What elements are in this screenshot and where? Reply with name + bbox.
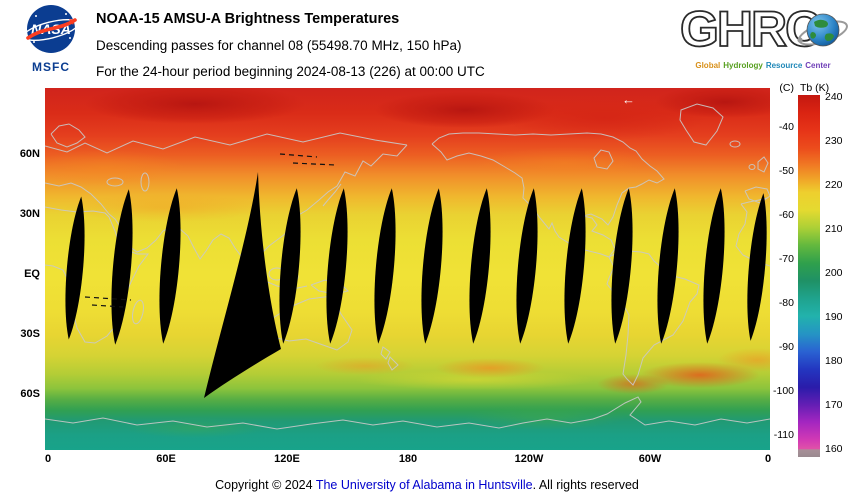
colorbar-k-tick: 190 xyxy=(825,311,843,323)
large-data-gap-wedge xyxy=(204,172,281,398)
colorbar-k-tick: 210 xyxy=(825,223,843,235)
colorbar-c-tick: -90 xyxy=(778,341,794,353)
colorbar xyxy=(798,95,820,457)
image-titles: NOAA-15 AMSU-A Brightness Temperatures D… xyxy=(96,8,485,86)
colorbar-c-tick: -40 xyxy=(778,121,794,133)
lat-tick-60n: 60N xyxy=(19,148,40,160)
colorbar-kelvin-unit: Tb (K) xyxy=(800,82,830,94)
tb-anomaly-patches xyxy=(45,88,770,438)
ghrc-wordmark-icon: GHRC xyxy=(679,0,848,58)
colorbar-c-tick: -60 xyxy=(778,209,794,221)
lon-tick-60e: 60E xyxy=(156,453,176,465)
data-gap-swaths xyxy=(60,172,770,398)
colorbar-k-tick: 170 xyxy=(825,399,843,411)
nasa-logo: NASA MSFC xyxy=(12,4,90,74)
lat-tick-60s: 60S xyxy=(20,388,40,400)
ghrc-tagline-word: Center xyxy=(805,61,831,70)
copyright-line: Copyright © 2024 The University of Alaba… xyxy=(0,478,854,492)
brightness-temperature-map: ← xyxy=(45,88,770,450)
scan-edge-dashes xyxy=(84,153,336,308)
subtitle-period: For the 24-hour period beginning 2024-08… xyxy=(96,64,485,79)
subtitle-channel: Descending passes for channel 08 (55498.… xyxy=(96,38,462,53)
colorbar-k-tick: 230 xyxy=(825,135,843,147)
lat-tick-30n: 30N xyxy=(19,208,40,220)
lon-tick-120e: 120E xyxy=(274,453,300,465)
lat-tick-30s: 30S xyxy=(20,328,40,340)
colorbar-c-tick: -110 xyxy=(773,429,794,441)
colorbar-c-tick: -50 xyxy=(778,165,794,177)
colorbar-k-tick: 240 xyxy=(825,91,843,103)
colorbar-celsius-unit: (C) xyxy=(779,82,794,94)
lon-tick-0w: 0 xyxy=(764,453,772,465)
university-link[interactable]: The University of Alabama in Huntsville xyxy=(315,478,533,492)
ghrc-tagline-word: Resource xyxy=(765,61,803,70)
lon-tick-180: 180 xyxy=(398,453,418,465)
ghrc-tagline-word: Hydrology xyxy=(723,61,763,70)
msfc-label: MSFC xyxy=(32,60,70,74)
lon-tick-60w: 60W xyxy=(638,453,662,465)
colorbar-c-tick: -80 xyxy=(778,297,794,309)
ghrc-logo: GHRC Global Hydrology Resource Center xyxy=(678,0,848,70)
colorbar-c-tick: -70 xyxy=(778,253,794,265)
swath-direction-arrow: ← xyxy=(622,92,635,107)
lon-tick-0e: 0 xyxy=(44,453,52,465)
ghrc-wordmark: GHRC xyxy=(680,2,820,57)
colorbar-k-tick: 200 xyxy=(825,267,843,279)
ghrc-tagline: Global Hydrology Resource Center xyxy=(678,61,848,70)
nasa-meatball-icon: NASA xyxy=(23,5,79,53)
lon-tick-120w: 120W xyxy=(514,453,544,465)
page-title: NOAA-15 AMSU-A Brightness Temperatures xyxy=(96,11,400,27)
colorbar-c-tick: -100 xyxy=(772,385,794,397)
colorbar-k-tick: 180 xyxy=(825,355,843,367)
ghrc-tagline-word: Global xyxy=(695,61,721,70)
colorbar-k-tick: 160 xyxy=(825,443,843,455)
copyright-prefix: Copyright © 2024 xyxy=(215,478,316,492)
colorbar-k-tick: 220 xyxy=(825,179,843,191)
copyright-suffix: . All rights reserved xyxy=(532,478,639,492)
lat-tick-eq: EQ xyxy=(24,268,40,280)
